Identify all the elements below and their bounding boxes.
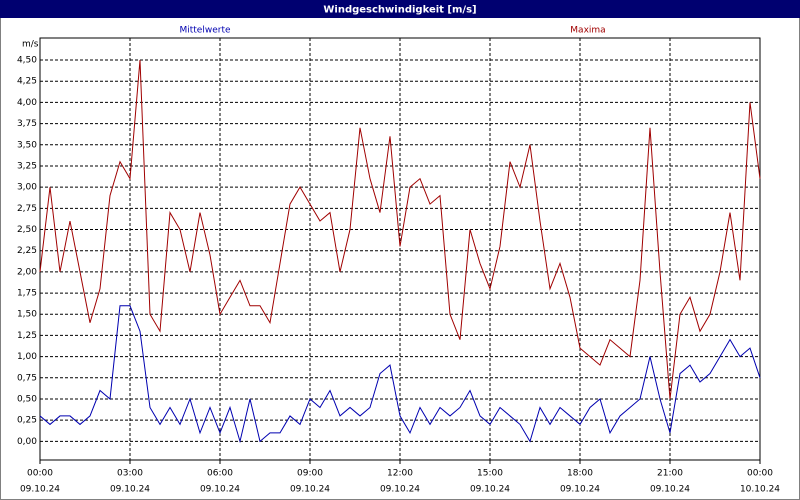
x-tick-label: 00:00 — [27, 469, 53, 479]
chart-title: Windgeschwindigkeit [m/s] — [323, 5, 476, 16]
x-tick-label: 03:00 — [117, 469, 143, 479]
x-tick-label: 09:00 — [297, 469, 323, 479]
x-tick-date: 09.10.24 — [20, 485, 60, 495]
y-tick-label: 2,50 — [17, 225, 37, 235]
x-tick-label: 12:00 — [387, 469, 413, 479]
x-tick-date: 09.10.24 — [290, 485, 330, 495]
x-tick-date: 09.10.24 — [200, 485, 240, 495]
x-tick-label: 21:00 — [657, 469, 683, 479]
series-line — [39, 59, 761, 400]
title-bar — [0, 0, 800, 18]
y-tick-label: 1,50 — [17, 310, 37, 320]
y-tick-label: 3,25 — [17, 161, 37, 171]
x-tick-label: 18:00 — [567, 469, 593, 479]
y-tick-label: 4,50 — [17, 56, 37, 66]
x-tick-date: 09.10.24 — [110, 485, 150, 495]
y-tick-label: 4,00 — [17, 98, 37, 108]
legend-label: Maxima — [570, 26, 605, 36]
y-tick-label: 0,25 — [17, 416, 37, 426]
y-tick-label: 3,00 — [17, 183, 37, 193]
series-line — [39, 305, 761, 444]
x-tick-date: 09.10.24 — [650, 485, 690, 495]
x-tick-label: 00:00 — [747, 469, 773, 479]
x-tick-label: 06:00 — [207, 469, 233, 479]
x-tick-date: 09.10.24 — [380, 485, 420, 495]
x-tick-date: 10.10.24 — [740, 485, 780, 495]
y-tick-label: 2,25 — [17, 246, 37, 256]
y-tick-label: 2,00 — [17, 267, 37, 277]
y-tick-label: 1,25 — [17, 331, 37, 341]
y-tick-label: 1,00 — [17, 352, 37, 362]
y-tick-label: 0,75 — [17, 373, 37, 383]
y-tick-label: 0,50 — [17, 394, 37, 404]
y-axis-label: m/s — [22, 40, 39, 50]
y-tick-label: 1,75 — [17, 289, 37, 299]
x-tick-label: 15:00 — [477, 469, 503, 479]
y-tick-label: 0,00 — [17, 437, 37, 447]
x-tick-date: 09.10.24 — [470, 485, 510, 495]
y-tick-label: 3,75 — [17, 119, 37, 129]
x-tick-date: 09.10.24 — [560, 485, 600, 495]
y-tick-label: 4,25 — [17, 77, 37, 87]
y-tick-label: 2,75 — [17, 204, 37, 214]
legend-label: Mittelwerte — [179, 26, 230, 36]
y-tick-label: 3,50 — [17, 140, 37, 150]
